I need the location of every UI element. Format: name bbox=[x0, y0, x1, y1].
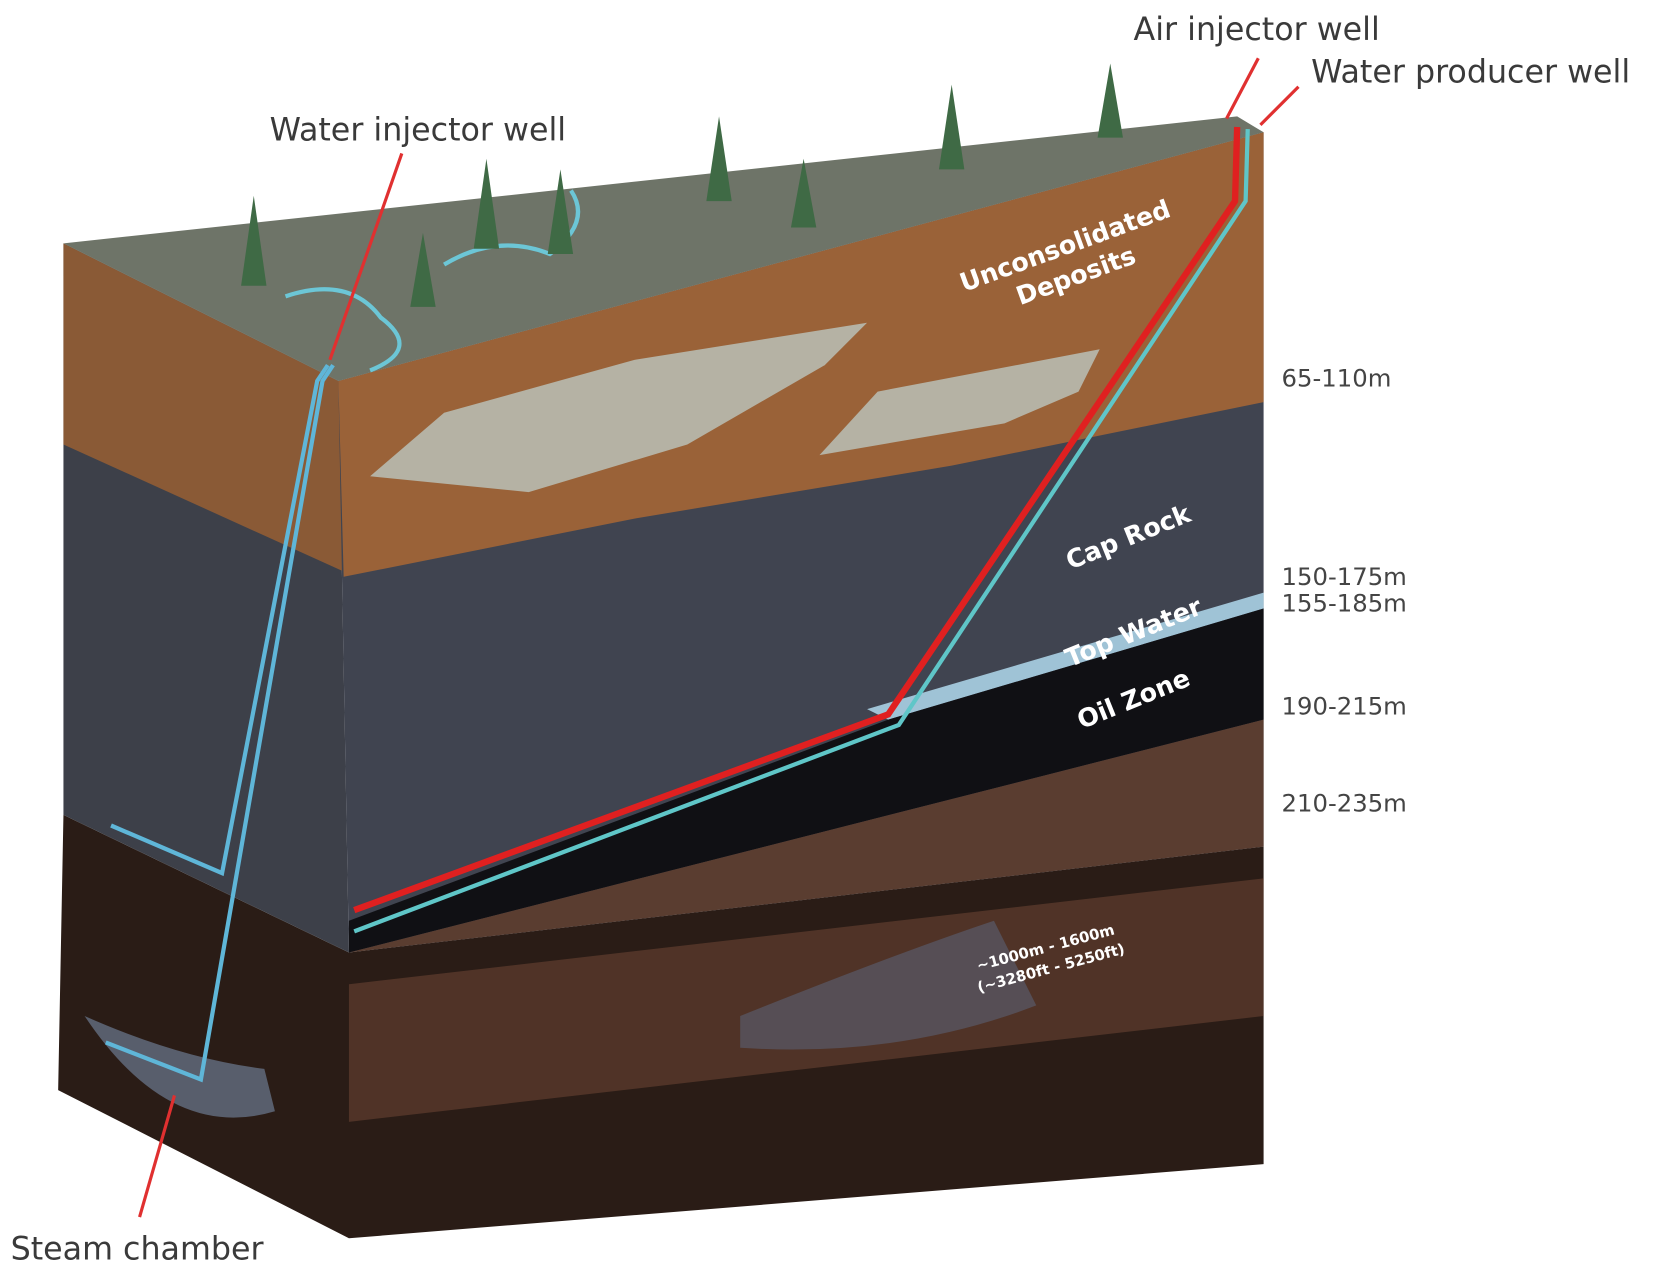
left-face-top bbox=[63, 243, 344, 572]
trees bbox=[241, 63, 1123, 307]
depth-label: 155-185m bbox=[1282, 589, 1407, 618]
callout-label: Steam chamber bbox=[11, 1231, 265, 1267]
water-producer-well bbox=[353, 129, 1250, 934]
lower-layer bbox=[348, 719, 1264, 953]
steam-chamber-shape bbox=[84, 1016, 275, 1118]
gravel-lens bbox=[370, 322, 868, 493]
deep-chamber bbox=[740, 920, 1037, 1050]
surface bbox=[63, 116, 1264, 382]
arrows bbox=[138, 57, 1300, 1218]
depth-label: 190-215m bbox=[1282, 691, 1407, 720]
depth-label: 65-110m bbox=[1282, 363, 1392, 392]
callout-label: Water injector well bbox=[270, 113, 566, 149]
water-injector-well bbox=[110, 363, 330, 877]
water-injector-well bbox=[104, 363, 335, 1083]
oil-zone-layer bbox=[348, 608, 1264, 953]
callout-label: Water producer well bbox=[1311, 55, 1630, 91]
callout-label: Air injector well bbox=[1134, 12, 1380, 48]
depth-label: 210-235m bbox=[1282, 789, 1407, 818]
air-injector-well bbox=[353, 126, 1241, 914]
gravel-lens bbox=[819, 349, 1100, 456]
top-water-layer bbox=[867, 592, 1264, 720]
depth-label: 150-175m bbox=[1282, 562, 1407, 591]
